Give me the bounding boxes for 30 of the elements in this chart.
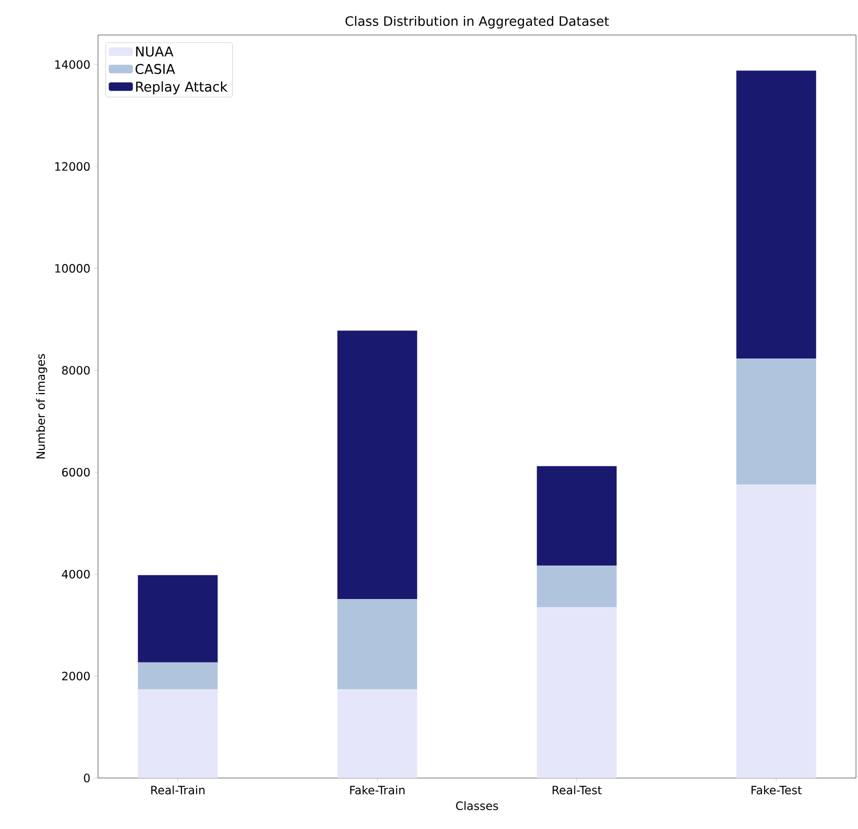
bar	[138, 689, 218, 778]
legend-label: Replay Attack	[136, 81, 228, 94]
y-tick-label: 2000	[62, 672, 90, 680]
y-tick-label: 8000	[62, 366, 90, 375]
y-tick-label: 4000	[62, 570, 90, 578]
bar	[138, 575, 218, 662]
bar	[536, 607, 617, 778]
y-tick-label: 0	[84, 774, 90, 782]
x-tick-label: Real-Train	[151, 786, 204, 794]
bar	[536, 565, 617, 608]
bar	[337, 599, 418, 690]
bar	[736, 358, 816, 484]
y-tick-label: 14000	[55, 60, 90, 69]
y-tick-label: 6000	[62, 468, 90, 477]
bar	[138, 662, 218, 690]
bar	[736, 70, 816, 359]
y-tick-label: 12000	[55, 162, 90, 171]
legend-label: NUAA	[136, 46, 174, 57]
x-axis-title: Classes	[456, 801, 498, 810]
bar	[736, 484, 816, 778]
y-tick-label: 10000	[55, 264, 90, 273]
chart-title: Class Distribution in Aggregated Dataset	[346, 16, 609, 28]
legend-label: CASIA	[136, 64, 176, 74]
bar	[337, 330, 418, 600]
x-tick-label: Real-Test	[552, 786, 602, 794]
bar	[536, 466, 617, 566]
x-tick-label: Fake-Test	[752, 786, 802, 794]
x-tick-label: Fake-Train	[350, 786, 404, 794]
bar	[337, 689, 418, 778]
y-axis-title: Number of images	[36, 354, 48, 458]
